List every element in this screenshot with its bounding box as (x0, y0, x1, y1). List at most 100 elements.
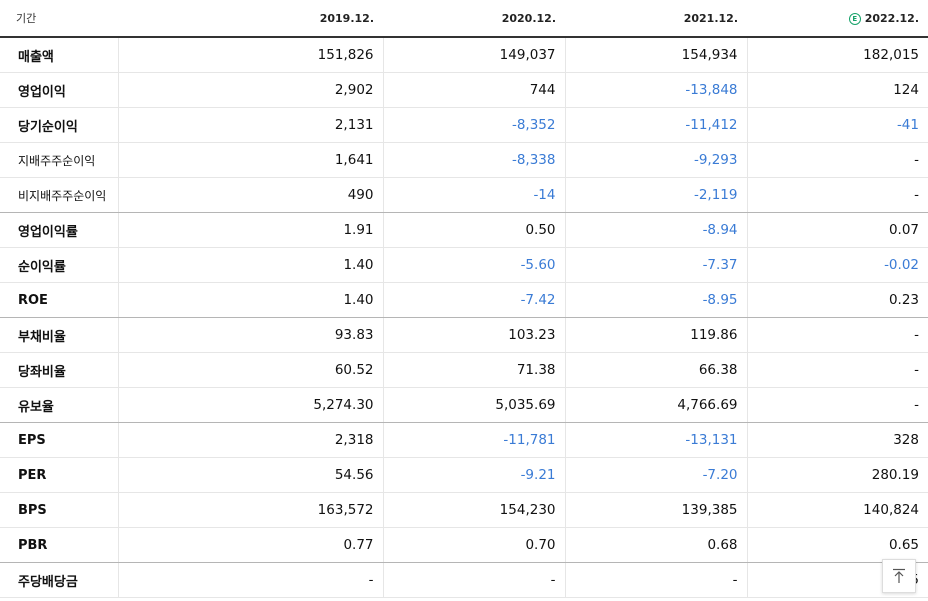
table-cell: 0.77 (117, 527, 383, 563)
row-label: 영업이익률 (0, 212, 118, 248)
table-cell: - (746, 317, 928, 353)
table-cell: - (746, 352, 928, 388)
row-label: 영업이익 (0, 72, 118, 108)
table-cell: 0.70 (382, 527, 565, 563)
col-header-2020: 2020.12. (383, 0, 565, 38)
table-row: 유보율 5,274.30 5,035.69 4,766.69- (0, 387, 928, 423)
table-cell: 151,826 (117, 37, 383, 73)
row-label: 지배주주순이익 (0, 142, 118, 178)
table-cell: 124 (746, 72, 928, 108)
table-cell: -8.94 (564, 212, 747, 248)
table-row: PER 54.56 -9.21 -7.20 280.19 (0, 457, 928, 493)
row-label: 당기순이익 (0, 107, 118, 143)
table-cell: 119.86 (564, 317, 747, 353)
row-label: 비지배주주순이익 (0, 177, 118, 213)
period-header: 기간 (0, 0, 118, 38)
table-cell: 139,385 (564, 492, 747, 528)
table-cell: -8,338 (382, 142, 565, 178)
row-label: 순이익률 (0, 247, 118, 283)
row-label: BPS (0, 492, 118, 528)
table-cell: -41 (746, 107, 928, 143)
table-row: PBR 0.77 0.70 0.68 0.65 (0, 527, 928, 563)
table-cell: 0.65 (746, 527, 928, 563)
table-cell: 744 (382, 72, 565, 108)
table-cell: -11,412 (564, 107, 747, 143)
table-cell: -14 (382, 177, 565, 213)
table-cell: - (564, 562, 747, 598)
arrow-up-to-line-icon (893, 568, 905, 583)
table-row: EPS 2,318 -11,781 -13,131 328 (0, 422, 928, 458)
table-cell: 140,824 (746, 492, 928, 528)
table-cell: -9,293 (564, 142, 747, 178)
table-row: BPS 163,572 154,230 139,385 140,824 (0, 492, 928, 528)
table-cell: 5,035.69 (382, 387, 565, 423)
row-label: PBR (0, 527, 118, 563)
table-row: 매출액 151,826 149,037 154,934 182,015 (0, 37, 928, 73)
table-cell: -9.21 (382, 457, 565, 493)
table-row: ROE 1.40 -7.42 -8.95 0.23 (0, 282, 928, 318)
table-cell: 280.19 (746, 457, 928, 493)
table-cell: 0.68 (564, 527, 747, 563)
table-row: 지배주주순이익 1,641 -8,338 -9,293- (0, 142, 928, 178)
table-cell: 149,037 (382, 37, 565, 73)
row-label: 주당배당금 (0, 562, 118, 598)
table-row: 당좌비율 60.52 71.38 66.38- (0, 352, 928, 388)
table-cell: 1,641 (117, 142, 383, 178)
table-cell: 60.52 (117, 352, 383, 388)
table-cell: - (746, 387, 928, 423)
estimate-badge-icon: E (848, 12, 861, 25)
table-cell: 154,230 (382, 492, 565, 528)
row-label: 당좌비율 (0, 352, 118, 388)
table-cell: 5,274.30 (117, 387, 383, 423)
table-row: 부채비율 93.83 103.23 119.86- (0, 317, 928, 353)
table-cell: -8.95 (564, 282, 747, 318)
row-label: EPS (0, 422, 118, 458)
table-cell: 93.83 (117, 317, 383, 353)
table-cell: 0.07 (746, 212, 928, 248)
row-label: 부채비율 (0, 317, 118, 353)
table-cell: -7.37 (564, 247, 747, 283)
table-cell: 1.91 (117, 212, 383, 248)
table-cell: - (746, 177, 928, 213)
table-cell: -13,131 (564, 422, 747, 458)
table-cell: 0.23 (746, 282, 928, 318)
row-label: ROE (0, 282, 118, 318)
table-cell: -5.60 (382, 247, 565, 283)
col-header-2019: 2019.12. (118, 0, 383, 38)
col-header-2022: E 2022.12. (747, 0, 928, 38)
table-cell: -7.20 (564, 457, 747, 493)
row-label: 매출액 (0, 37, 118, 73)
table-cell: 163,572 (117, 492, 383, 528)
table-cell: -13,848 (564, 72, 747, 108)
col-header-2021: 2021.12. (565, 0, 747, 38)
table-row: 당기순이익 2,131 -8,352 -11,412 -41 (0, 107, 928, 143)
table-cell: -7.42 (382, 282, 565, 318)
table-cell: 71.38 (382, 352, 565, 388)
table-row: 영업이익률 1.91 0.50 -8.94 0.07 (0, 212, 928, 248)
scroll-top-button[interactable] (882, 559, 916, 593)
table-row: 영업이익 2,902 744 -13,848 124 (0, 72, 928, 108)
table-cell: 182,015 (746, 37, 928, 73)
table-cell: 4,766.69 (564, 387, 747, 423)
table-cell: -0.02 (746, 247, 928, 283)
row-label: 유보율 (0, 387, 118, 423)
table-row: 순이익률 1.40 -5.60 -7.37 -0.02 (0, 247, 928, 283)
table-row: 주당배당금---5 (0, 562, 928, 598)
table-row: 비지배주주순이익 490 -14 -2,119- (0, 177, 928, 213)
table-cell: 66.38 (564, 352, 747, 388)
table-cell: 2,318 (117, 422, 383, 458)
table-cell: 2,902 (117, 72, 383, 108)
table-cell: - (746, 142, 928, 178)
table-cell: 328 (746, 422, 928, 458)
table-cell: -11,781 (382, 422, 565, 458)
table-cell: -2,119 (564, 177, 747, 213)
table-header-row: 기간 2019.12. 2020.12. 2021.12. E 2022.12. (0, 0, 928, 38)
row-label: PER (0, 457, 118, 493)
table-cell: - (117, 562, 383, 598)
table-cell: 490 (117, 177, 383, 213)
table-cell: 0.50 (382, 212, 565, 248)
table-cell: 1.40 (117, 247, 383, 283)
table-cell: 54.56 (117, 457, 383, 493)
